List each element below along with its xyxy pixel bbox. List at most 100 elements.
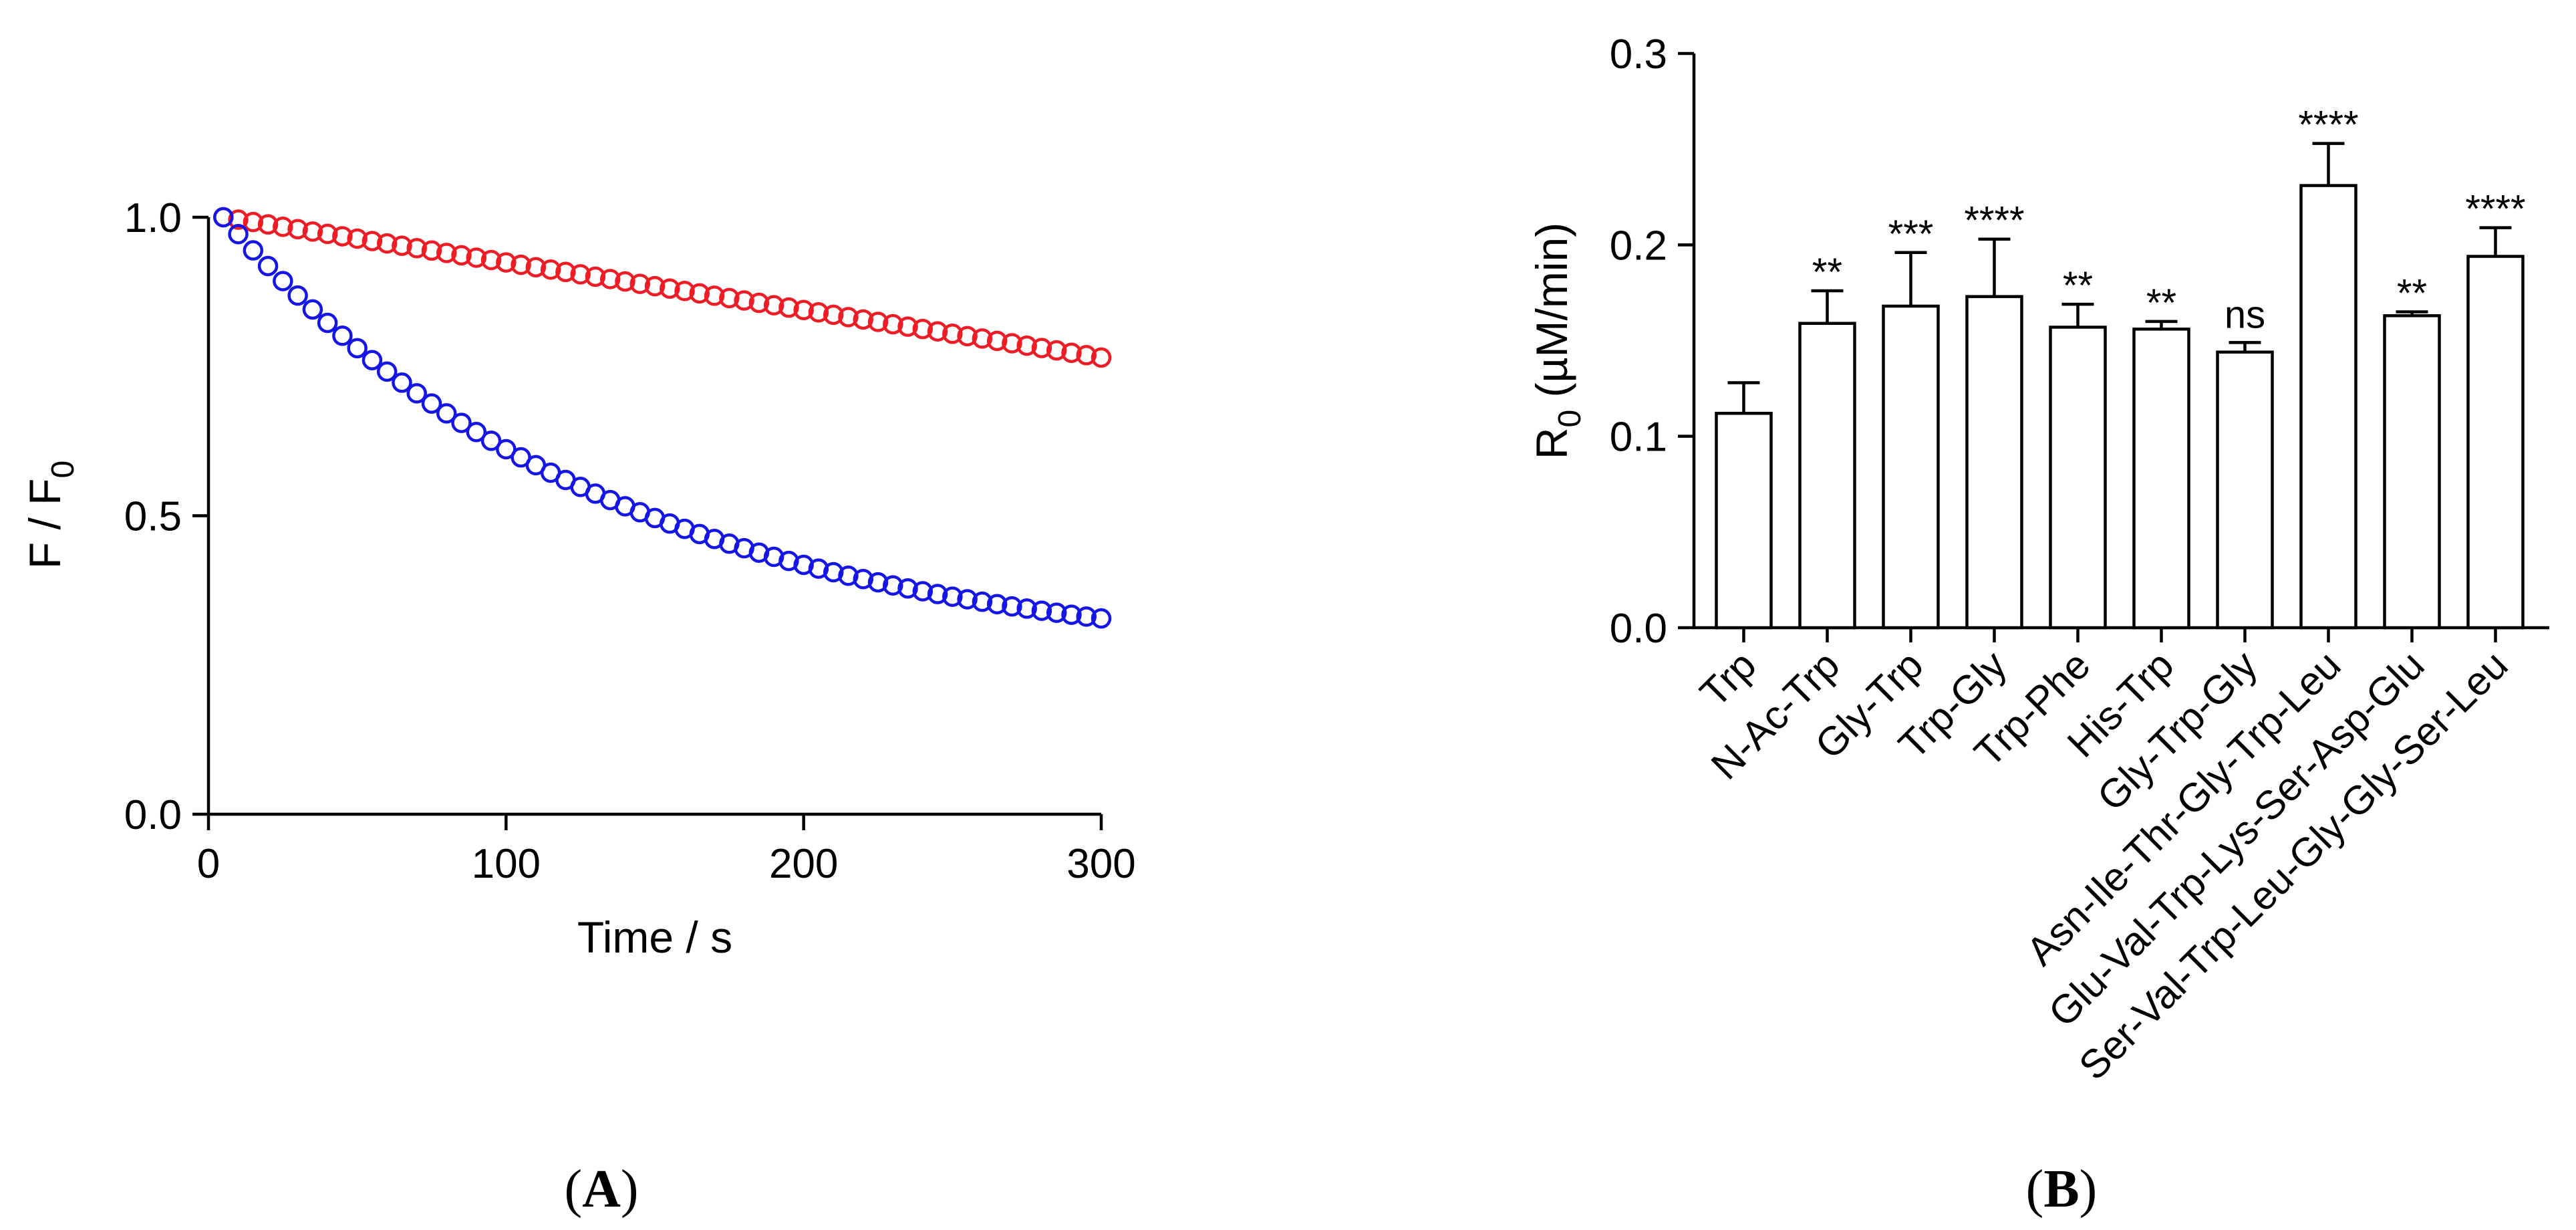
panel-a-series-1-point xyxy=(957,589,978,610)
panel-a-series-0-point xyxy=(853,309,873,330)
panel-a-series-0-point xyxy=(1061,342,1082,363)
panel-a-series-0-point xyxy=(763,295,784,316)
panel-a-series-0-point xyxy=(540,259,561,280)
panel-a-series-1-point xyxy=(883,575,903,596)
panel-a-series-0-point xyxy=(838,307,859,328)
panel-a-series-1-point xyxy=(317,312,338,334)
panel-a-series-0-point xyxy=(317,223,338,245)
panel-a-series-0-point xyxy=(1046,340,1067,361)
panel-a-series-1-point xyxy=(451,412,472,433)
panel-a-series-1-point xyxy=(228,224,249,245)
panel-a-series-0-point xyxy=(867,312,889,332)
panel-a-series-1-point xyxy=(972,591,993,612)
panel-a-series-1-point xyxy=(362,350,383,370)
panel-a-series-1-point xyxy=(436,403,457,424)
panel-a-series-0-point xyxy=(332,226,353,247)
panel-a-series-1-point xyxy=(466,421,487,443)
panel-a-series-1-point xyxy=(406,383,427,404)
panel-a-series-0-point xyxy=(436,243,457,263)
panel-a-series-0-point xyxy=(689,283,710,304)
panel-b-chart: 0.00.10.20.3 Trp**N-Ac-Trp***Gly-Trp****… xyxy=(1527,31,2549,1219)
panel-a-series-0-point xyxy=(599,269,621,289)
panel-a-series-0-point xyxy=(719,287,740,309)
panel-a-series-0-point xyxy=(392,235,412,256)
panel-a-y-tick-label: 0.0 xyxy=(124,792,182,838)
panel-a-series-0-point xyxy=(1031,338,1052,358)
panel-a-series-0-point xyxy=(748,292,770,314)
panel-a-series-1-point xyxy=(1016,598,1037,619)
panel-a-x-axis-title: Time / s xyxy=(577,912,732,962)
panel-b-y-tick-label: 0.1 xyxy=(1610,414,1667,461)
panel-a-series-1-point xyxy=(302,299,323,320)
panel-a-label: (A) xyxy=(564,1160,638,1219)
panel-b-y-tick-label: 0.0 xyxy=(1610,606,1667,652)
panel-a-series-0-point xyxy=(629,273,650,294)
bar-9 xyxy=(2466,255,2525,630)
panel-a-series-0-point xyxy=(228,209,249,230)
significance-label-4: ** xyxy=(2063,264,2093,308)
panel-a-series-0-point xyxy=(302,221,323,242)
panel-a-series-0-point xyxy=(957,326,978,347)
panel-a-series-0-point xyxy=(362,231,383,251)
panel-a-series-1-point xyxy=(1076,606,1097,627)
bar-5 xyxy=(2132,328,2190,630)
panel-a-series-0-point xyxy=(808,302,829,323)
panel-a-series-1-point xyxy=(257,255,279,277)
panel-a-series-0-point xyxy=(570,264,591,285)
bar-8 xyxy=(2383,314,2441,630)
panel-a-series-0-point xyxy=(421,240,442,261)
panel-a-series-1-point xyxy=(287,285,308,306)
panel-a-series-0-point xyxy=(942,324,963,344)
panel-a-series-0-point xyxy=(347,228,368,249)
panel-a-series-0-point xyxy=(406,237,427,259)
panel-a-series-1-point xyxy=(1002,596,1022,617)
panel-a-y-tick-label: 0.5 xyxy=(124,494,182,540)
panel-b-y-tick-label: 0.2 xyxy=(1610,223,1667,269)
panel-a-series-0-point xyxy=(1091,347,1112,368)
panel-a-series-1-point xyxy=(1031,600,1052,621)
panel-a-series-0-point xyxy=(1002,333,1022,354)
panel-a-series-0-point xyxy=(823,304,844,326)
panel-a-series-0-point xyxy=(912,318,934,340)
panel-b-label: (B) xyxy=(2026,1160,2098,1219)
panel-a-series-0-point xyxy=(674,281,695,301)
panel-a-series-0-point xyxy=(986,330,1008,352)
significance-label-6: ns xyxy=(2225,293,2265,336)
significance-label-9: **** xyxy=(2465,188,2525,231)
panel-a-chart: 0 100 200 300 0.0 0.5 1.0 Time / s F / F0 (A) xyxy=(20,195,1136,1219)
panel-a-series-0-point xyxy=(585,266,606,287)
panel-a-series-0-point xyxy=(927,321,948,342)
panel-a-series-0-point xyxy=(376,233,398,254)
panel-a-series-1-point xyxy=(496,439,517,460)
panel-b-y-tick-label: 0.3 xyxy=(1610,31,1667,78)
panel-b-y-axis-title: R0 (µM/min) xyxy=(1527,223,1588,459)
panel-a-series-0-point xyxy=(525,257,547,277)
panel-a-series-1-point xyxy=(421,393,442,414)
panel-a-series-0-point xyxy=(660,278,680,299)
significance-label-3: **** xyxy=(1964,199,2024,243)
panel-a-series-0-point xyxy=(644,275,666,297)
panel-a-x-tick-label: 300 xyxy=(1066,841,1135,887)
panel-a-series-1-point xyxy=(1046,602,1067,623)
bar-6 xyxy=(2216,350,2274,630)
significance-label-1: ** xyxy=(1812,251,1842,294)
panel-a-x-tick-label: 200 xyxy=(769,841,838,887)
panel-a-series-1-point xyxy=(243,240,264,261)
panel-a-series-0-point xyxy=(734,290,754,311)
panel-a-y-tick-label: 1.0 xyxy=(124,195,182,241)
panel-a-series-1-point xyxy=(912,581,934,602)
panel-a-series-1-point xyxy=(823,562,844,583)
bar-7 xyxy=(2299,184,2357,630)
panel-a-series-0-point xyxy=(496,252,517,273)
panel-a-series-0-point xyxy=(480,249,502,271)
panel-a-series-0-point xyxy=(451,245,472,266)
panel-a-series-0-point xyxy=(466,247,487,268)
panel-a-series-0-point xyxy=(243,211,264,233)
panel-a-series-1-point xyxy=(392,372,412,393)
panel-a-series-1-point xyxy=(942,586,963,607)
panel-a-series-0-point xyxy=(972,328,993,349)
panel-a-series-0-point xyxy=(793,299,814,320)
panel-a-series-1-point xyxy=(1091,608,1112,629)
bar-2 xyxy=(1882,304,1940,630)
